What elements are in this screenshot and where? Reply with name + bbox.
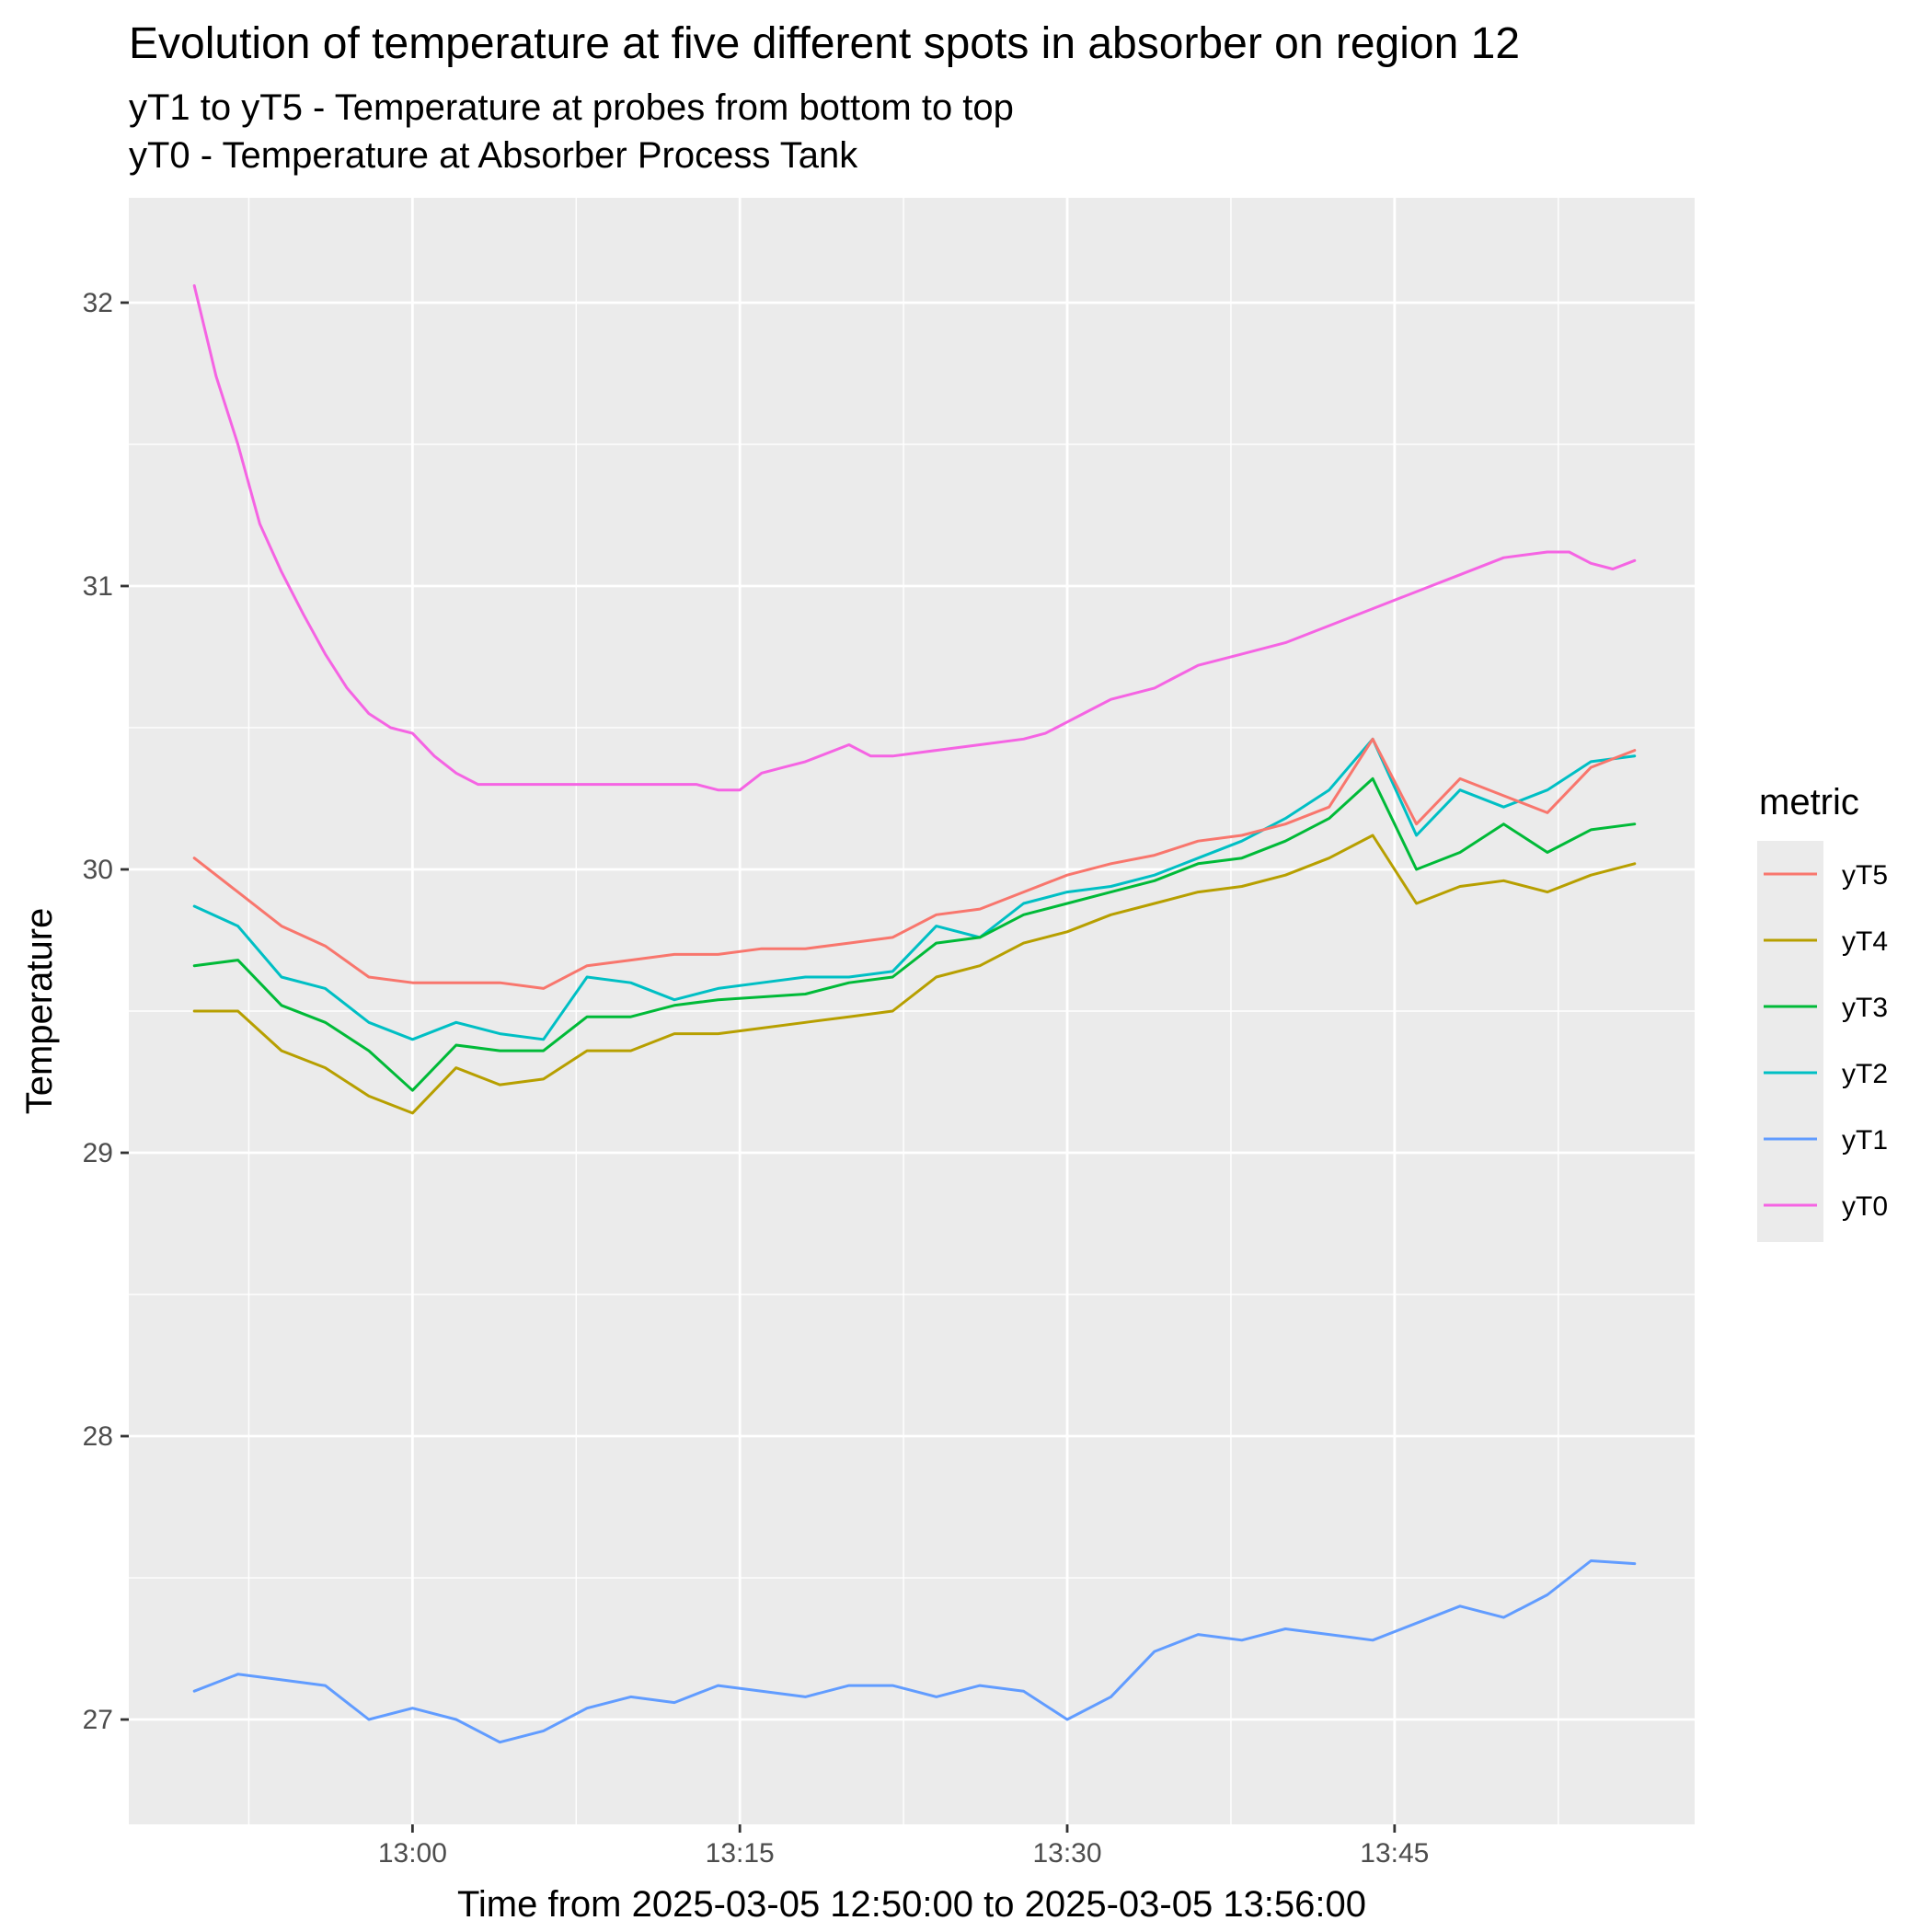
- legend-key-background: [1757, 841, 1823, 1242]
- x-tick-label: 13:30: [1032, 1838, 1101, 1869]
- x-axis-title: Time from 2025-03-05 12:50:00 to 2025-03…: [457, 1884, 1366, 1925]
- legend-label-yt2: yT2: [1842, 1059, 1888, 1089]
- grid-minor: [129, 198, 1695, 1824]
- y-tick-label: 32: [83, 288, 113, 318]
- series-line-yt3: [192, 776, 1637, 1092]
- y-tick-label: 28: [83, 1421, 113, 1452]
- legend: metric yT5 yT4 yT3 yT2 yT1 yT0: [1757, 782, 1888, 1242]
- series-line-yt4: [192, 834, 1637, 1115]
- chart-subtitle-line-1: yT1 to yT5 - Temperature at probes from …: [129, 87, 1014, 128]
- y-tick-label: 29: [83, 1138, 113, 1168]
- legend-label-yt5: yT5: [1842, 860, 1888, 891]
- series-line-yt0: [192, 284, 1637, 792]
- chart-subtitle-line-2: yT0 - Temperature at Absorber Process Ta…: [129, 135, 858, 176]
- y-tick-label: 30: [83, 855, 113, 885]
- series-layer: [192, 284, 1637, 1744]
- legend-label-yt1: yT1: [1842, 1125, 1888, 1156]
- legend-label-yt3: yT3: [1842, 993, 1888, 1023]
- legend-label-yt4: yT4: [1842, 926, 1888, 957]
- chart-title: Evolution of temperature at five differe…: [129, 19, 1521, 68]
- x-tick-label: 13:00: [378, 1838, 447, 1869]
- y-tick-label: 27: [83, 1705, 113, 1735]
- legend-items: yT5 yT4 yT3 yT2 yT1 yT0: [1764, 860, 1888, 1222]
- legend-label-yt0: yT0: [1842, 1191, 1888, 1222]
- series-line-yt1: [192, 1559, 1637, 1744]
- x-tick-label: 13:45: [1360, 1838, 1429, 1869]
- y-tick-label: 31: [83, 571, 113, 602]
- legend-title: metric: [1759, 782, 1859, 822]
- series-line-yt5: [192, 737, 1637, 990]
- y-axis-title: Temperature: [19, 908, 60, 1115]
- x-tick-label: 13:15: [706, 1838, 775, 1869]
- tick-labels: 27 28 29 30 31 32 13:00 13:15 13:30 13:45: [83, 288, 1430, 1869]
- grid-major: [129, 198, 1695, 1824]
- axis-ticks: [121, 301, 1397, 1833]
- series-line-yt2: [192, 737, 1637, 1041]
